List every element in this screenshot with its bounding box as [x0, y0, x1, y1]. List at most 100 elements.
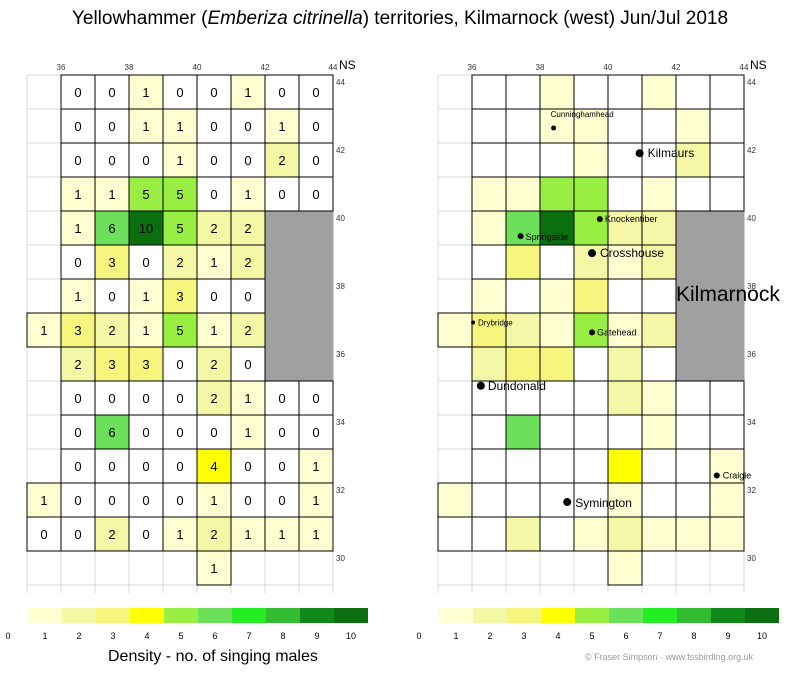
legend-tick-label: 3: [521, 631, 526, 641]
square-count: 0: [312, 153, 319, 168]
square-count: 0: [244, 357, 251, 372]
grid-square: [539, 244, 575, 280]
grid-square: [675, 176, 711, 212]
grid-square: [709, 142, 745, 178]
grid-square: [471, 448, 507, 484]
grid-square: [607, 176, 643, 212]
square-count: 0: [176, 357, 183, 372]
grid-square: [298, 108, 334, 144]
grid-square: [607, 482, 643, 518]
grid-square: [264, 414, 300, 450]
grid-square: [505, 142, 541, 178]
grid-square: [230, 380, 266, 416]
place-knockentiber: Knockentiber: [596, 214, 658, 224]
y-tick-label: 40: [747, 214, 756, 223]
square-count: 5: [176, 221, 183, 236]
square-count: 0: [108, 493, 115, 508]
grid-square: [94, 108, 130, 144]
grid-square: [505, 380, 541, 416]
grid-square: [471, 312, 507, 348]
grid-ns-label: NS: [339, 58, 356, 72]
square-count: 0: [210, 153, 217, 168]
square-count: 10: [139, 221, 153, 236]
grid-square: [607, 108, 643, 144]
legend-swatch: [300, 608, 334, 623]
urban-square: [675, 210, 711, 246]
square-count: 1: [74, 289, 81, 304]
square-count: 0: [244, 153, 251, 168]
legend-tick-label: 4: [555, 631, 560, 641]
square-count: 0: [142, 255, 149, 270]
grid-square: [471, 414, 507, 450]
grid-square: [298, 380, 334, 416]
grid-square: [162, 278, 198, 314]
legend-tick-label: 0: [416, 631, 421, 641]
place-label: Knockentiber: [605, 214, 658, 224]
legend-tick-label: 2: [487, 631, 492, 641]
legend-tick-label: 4: [144, 631, 149, 641]
urban-square: [709, 244, 745, 280]
place-label: Symington: [575, 496, 632, 510]
grid-square: [264, 74, 300, 110]
grid-square: [675, 414, 711, 450]
grid-square: [162, 108, 198, 144]
y-tick-label: 40: [336, 214, 345, 223]
grid-square: [162, 380, 198, 416]
square-count: 0: [278, 493, 285, 508]
grid-square: [26, 516, 62, 552]
place-label: Craigie: [723, 471, 752, 481]
grid-square: [709, 176, 745, 212]
grid-square: [196, 210, 232, 246]
grid-square: [196, 74, 232, 110]
grid-square: [573, 448, 609, 484]
square-count: 2: [210, 221, 217, 236]
legend-tick-label: 7: [246, 631, 251, 641]
grid-square: [196, 448, 232, 484]
grid-square: [128, 278, 164, 314]
grid-square: [298, 448, 334, 484]
title-species: Emberiza citrinella: [207, 8, 363, 29]
grid-square: [675, 482, 711, 518]
grid-square: [573, 482, 609, 518]
grid-square: [437, 516, 473, 552]
grid-square: [539, 278, 575, 314]
square-count: 0: [244, 493, 251, 508]
grid-square: [709, 74, 745, 110]
urban-square: [298, 244, 334, 280]
grid-square: [128, 448, 164, 484]
grid-square: [641, 516, 677, 552]
legend-swatch: [609, 608, 643, 623]
y-tick-label: 32: [336, 486, 345, 495]
square-count: 2: [176, 255, 183, 270]
square-count: 2: [210, 357, 217, 372]
grid-ns-label: NS: [750, 58, 767, 72]
square-count: 3: [108, 357, 115, 372]
legend-swatch: [541, 608, 575, 623]
grid-square: [641, 244, 677, 280]
legend-right: 0 1 2 3 4 5 6 7 8 9 10: [416, 608, 779, 641]
grid-square: [471, 74, 507, 110]
urban-square: [709, 210, 745, 246]
grid-square: [230, 346, 266, 382]
square-count: 0: [312, 391, 319, 406]
legend-tick-label: 6: [623, 631, 628, 641]
grid-square: [94, 346, 130, 382]
grid-square: [471, 244, 507, 280]
grid-square: [471, 346, 507, 382]
grid-square: [675, 142, 711, 178]
square-count: 5: [142, 187, 149, 202]
y-tick-label: 36: [747, 350, 756, 359]
urban-square: [675, 312, 711, 348]
grid-square: [298, 414, 334, 450]
square-count: 2: [74, 357, 81, 372]
place-dundonald: Dundonald: [476, 379, 546, 393]
grid-square: [573, 346, 609, 382]
legend-swatch: [28, 608, 62, 623]
grid-square: [471, 108, 507, 144]
grid-square: [539, 448, 575, 484]
grid-square: [298, 516, 334, 552]
square-count: 1: [74, 187, 81, 202]
square-count: 0: [312, 85, 319, 100]
grid-square: [607, 210, 643, 246]
urban-square: [675, 346, 711, 382]
